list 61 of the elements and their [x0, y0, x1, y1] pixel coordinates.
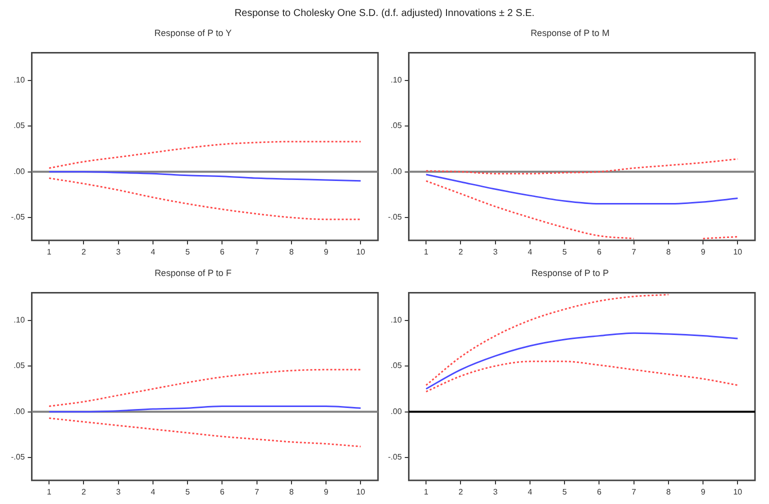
chart-title: Response to Cholesky One S.D. (d.f. adjusted) Innovations ± 2 S.E.: [233, 8, 536, 21]
x-tick-label: 8: [289, 247, 294, 256]
x-tick-label: 4: [150, 487, 156, 496]
x-tick-label: 2: [458, 247, 464, 256]
x-tick-label: 3: [116, 487, 122, 496]
y-tick-label: .05: [14, 361, 26, 370]
x-tick-label: 10: [356, 247, 366, 256]
chart-subtitle: Response of P to Y: [154, 28, 232, 38]
x-tick-label: 3: [493, 247, 498, 256]
x-tick-label: 1: [46, 487, 52, 496]
chart-title: Response of P to P: [531, 268, 609, 278]
y-tick-label: .00: [14, 166, 26, 176]
y-tick-label: -.05: [10, 212, 26, 222]
x-tick-label: 7: [254, 487, 260, 496]
y-tick-label: -.05: [388, 452, 402, 462]
x-tick-label: 5: [562, 247, 568, 256]
x-tick-label: 5: [185, 487, 190, 496]
x-tick-label: 6: [596, 487, 602, 496]
y-tick-label: .00: [390, 406, 402, 416]
x-tick-label: 9: [324, 487, 329, 496]
y-tick-label: -.05: [10, 452, 26, 462]
x-tick-label: 7: [254, 247, 260, 256]
y-tick-label: -.05: [388, 212, 402, 222]
y-tick-label: .10: [390, 75, 402, 84]
x-tick-label: 3: [493, 487, 498, 496]
x-tick-label: 7: [632, 247, 637, 256]
x-tick-label: 2: [81, 247, 86, 256]
x-tick-label: 6: [220, 247, 225, 256]
y-tick-label: .05: [14, 121, 26, 130]
chart-title: Response of P to F: [154, 268, 232, 278]
x-tick-label: 9: [700, 247, 706, 256]
x-tick-label: 4: [528, 487, 533, 496]
y-tick-label: .00: [14, 406, 26, 416]
y-tick-label: .00: [390, 166, 402, 176]
x-tick-label: 9: [700, 487, 706, 496]
x-tick-label: 8: [289, 487, 294, 496]
x-tick-label: 2: [458, 487, 464, 496]
x-tick-label: 8: [666, 487, 672, 496]
x-tick-label: 1: [424, 247, 429, 256]
y-tick-label: .05: [390, 121, 402, 130]
x-tick-label: 5: [562, 487, 568, 496]
x-tick-label: 3: [116, 247, 122, 256]
x-tick-label: 5: [185, 247, 190, 256]
x-tick-label: 1: [46, 247, 52, 256]
x-tick-label: 4: [528, 247, 533, 256]
x-tick-label: 10: [733, 487, 743, 496]
x-tick-label: 4: [150, 247, 156, 256]
x-tick-label: 2: [81, 487, 86, 496]
x-tick-label: 6: [220, 487, 225, 496]
x-tick-label: 7: [632, 487, 637, 496]
x-tick-label: 10: [733, 247, 743, 256]
x-tick-label: 9: [324, 247, 329, 256]
y-tick-label: .10: [390, 315, 402, 324]
y-tick-label: .10: [14, 315, 26, 324]
x-tick-label: 6: [596, 247, 602, 256]
x-tick-label: 1: [424, 487, 429, 496]
y-tick-label: .05: [390, 361, 402, 370]
x-tick-label: 10: [356, 487, 366, 496]
x-tick-label: 8: [666, 247, 672, 256]
y-tick-label: .10: [14, 75, 26, 84]
chart-title: Response of P to M: [530, 28, 610, 38]
